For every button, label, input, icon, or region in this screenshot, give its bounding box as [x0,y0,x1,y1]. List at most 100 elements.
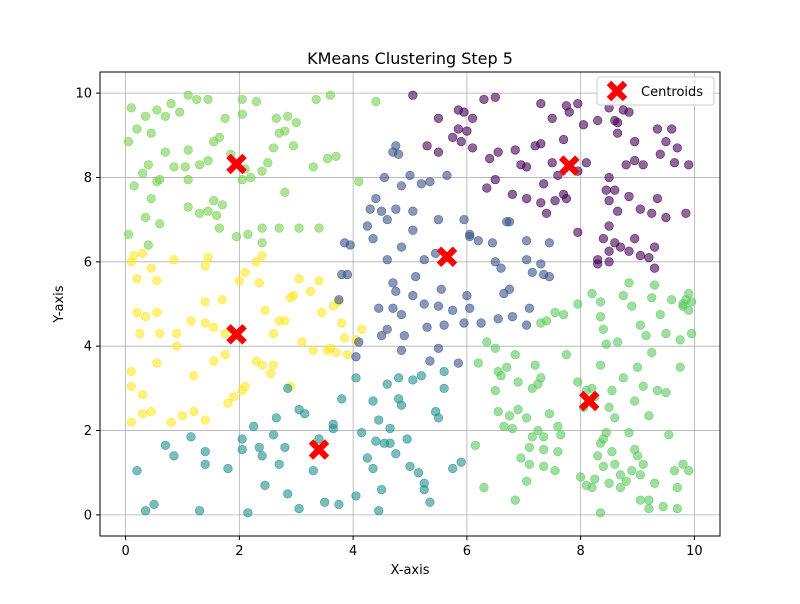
data-point [177,411,188,421]
data-point [268,360,279,370]
data-point [214,223,225,233]
data-point [337,269,347,280]
data-point [453,124,463,134]
data-point [539,432,549,442]
data-point [200,415,210,425]
data-point [212,210,222,221]
data-point [544,238,554,248]
data-point [351,491,361,501]
data-point [627,301,637,311]
x-tick-label: 6 [463,544,471,559]
data-point [524,459,535,469]
data-point [413,468,424,478]
data-point [391,286,401,296]
data-point [217,200,227,210]
data-point [507,312,517,322]
data-point [194,160,205,170]
data-point [439,366,449,377]
data-point [399,331,409,341]
data-point [664,430,674,440]
data-point [331,151,341,161]
data-point [280,187,290,197]
data-point [351,352,361,362]
data-point [601,185,611,195]
legend-centroid-symbol [606,80,628,102]
data-point [223,398,233,408]
data-point [385,423,395,434]
data-point [522,193,532,204]
data-point [209,196,219,206]
data-point [374,415,384,425]
data-point [624,191,634,202]
data-point [433,147,444,157]
data-point [155,174,165,185]
data-point [132,124,142,134]
data-point [146,128,156,138]
data-point [573,227,583,237]
data-point [439,320,449,330]
data-point [624,428,634,438]
data-point [433,215,444,225]
data-point [510,495,520,505]
data-point [351,373,361,383]
data-point [553,447,563,457]
data-point [502,362,512,372]
data-point [522,320,532,330]
data-point [598,234,608,244]
data-point [385,438,395,448]
centroid-marker [436,246,458,268]
data-point [604,172,614,183]
y-tick-label: 4 [84,340,92,355]
data-point [576,472,586,482]
data-point [635,495,645,505]
data-point [268,143,279,153]
x-tick-label: 4 [349,544,357,559]
data-point [325,90,335,100]
data-point [203,253,213,263]
data-point [322,345,333,356]
data-point [129,250,139,261]
data-point [280,316,290,326]
data-point [647,293,657,303]
data-point [487,238,498,248]
data-point [379,172,390,183]
data-point [425,356,435,366]
data-point [630,234,640,244]
data-point [209,322,219,332]
data-point [661,137,671,147]
data-point [604,196,614,206]
data-point [257,238,267,248]
data-point [254,442,264,453]
data-point [522,162,532,172]
data-point [308,345,318,356]
data-point [419,299,429,309]
data-point [573,377,583,387]
data-point [607,385,617,396]
data-point [587,288,597,299]
x-tick-label: 10 [686,544,703,559]
data-point [624,107,634,117]
data-point [630,155,640,166]
data-point [166,417,176,427]
data-point [220,113,230,123]
data-point [467,143,478,153]
cluster-0 [123,90,381,250]
data-point [405,170,415,180]
data-point [368,463,378,474]
centroid-marker [226,153,247,175]
data-point [374,303,384,313]
data-point [180,162,190,172]
data-point [536,139,546,149]
data-point [513,404,523,415]
data-point [371,436,381,446]
data-point [433,413,444,423]
data-point [240,381,250,391]
data-point [419,255,429,265]
data-point [638,160,648,170]
data-point [288,141,298,151]
data-point [263,158,273,168]
data-point [408,375,418,385]
data-point [604,246,614,256]
data-point [433,301,444,311]
data-point [337,318,347,328]
